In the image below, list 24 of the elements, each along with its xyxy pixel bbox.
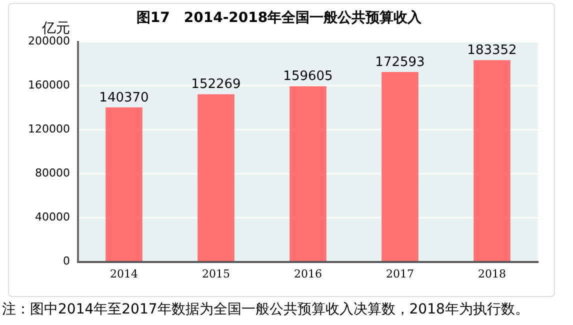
data-label: 183352 bbox=[467, 42, 517, 58]
x-tick-label: 2015 bbox=[202, 267, 230, 280]
y-axis-title: 亿元 bbox=[40, 20, 70, 36]
y-tick-label: 0 bbox=[62, 254, 70, 268]
y-tick-label: 120000 bbox=[28, 122, 70, 136]
y-tick-label: 200000 bbox=[28, 34, 70, 48]
x-tick-label: 2017 bbox=[386, 267, 414, 280]
bar bbox=[474, 60, 510, 262]
x-tick-label: 2014 bbox=[110, 267, 138, 280]
text: 注：图中2014年至2017年数据为全国一般公共预算收入决算数，2018年为执行数。 bbox=[2, 302, 529, 318]
data-label: 159605 bbox=[283, 69, 333, 84]
data-label: 172593 bbox=[375, 54, 425, 70]
x-tick-label: 2018 bbox=[478, 267, 506, 280]
y-tick-label: 80000 bbox=[34, 166, 70, 180]
x-tick-label: 2016 bbox=[294, 267, 322, 280]
bar bbox=[382, 72, 418, 262]
bar bbox=[290, 86, 326, 262]
data-label: 140370 bbox=[99, 90, 149, 106]
data-label: 152269 bbox=[191, 77, 241, 92]
y-tick-label: 40000 bbox=[34, 210, 70, 224]
y-tick-label: 160000 bbox=[28, 78, 70, 92]
bar bbox=[106, 107, 142, 262]
chart-title: 图17 2014-2018年全国一般公共预算收入 bbox=[136, 10, 423, 26]
bar bbox=[198, 94, 234, 262]
